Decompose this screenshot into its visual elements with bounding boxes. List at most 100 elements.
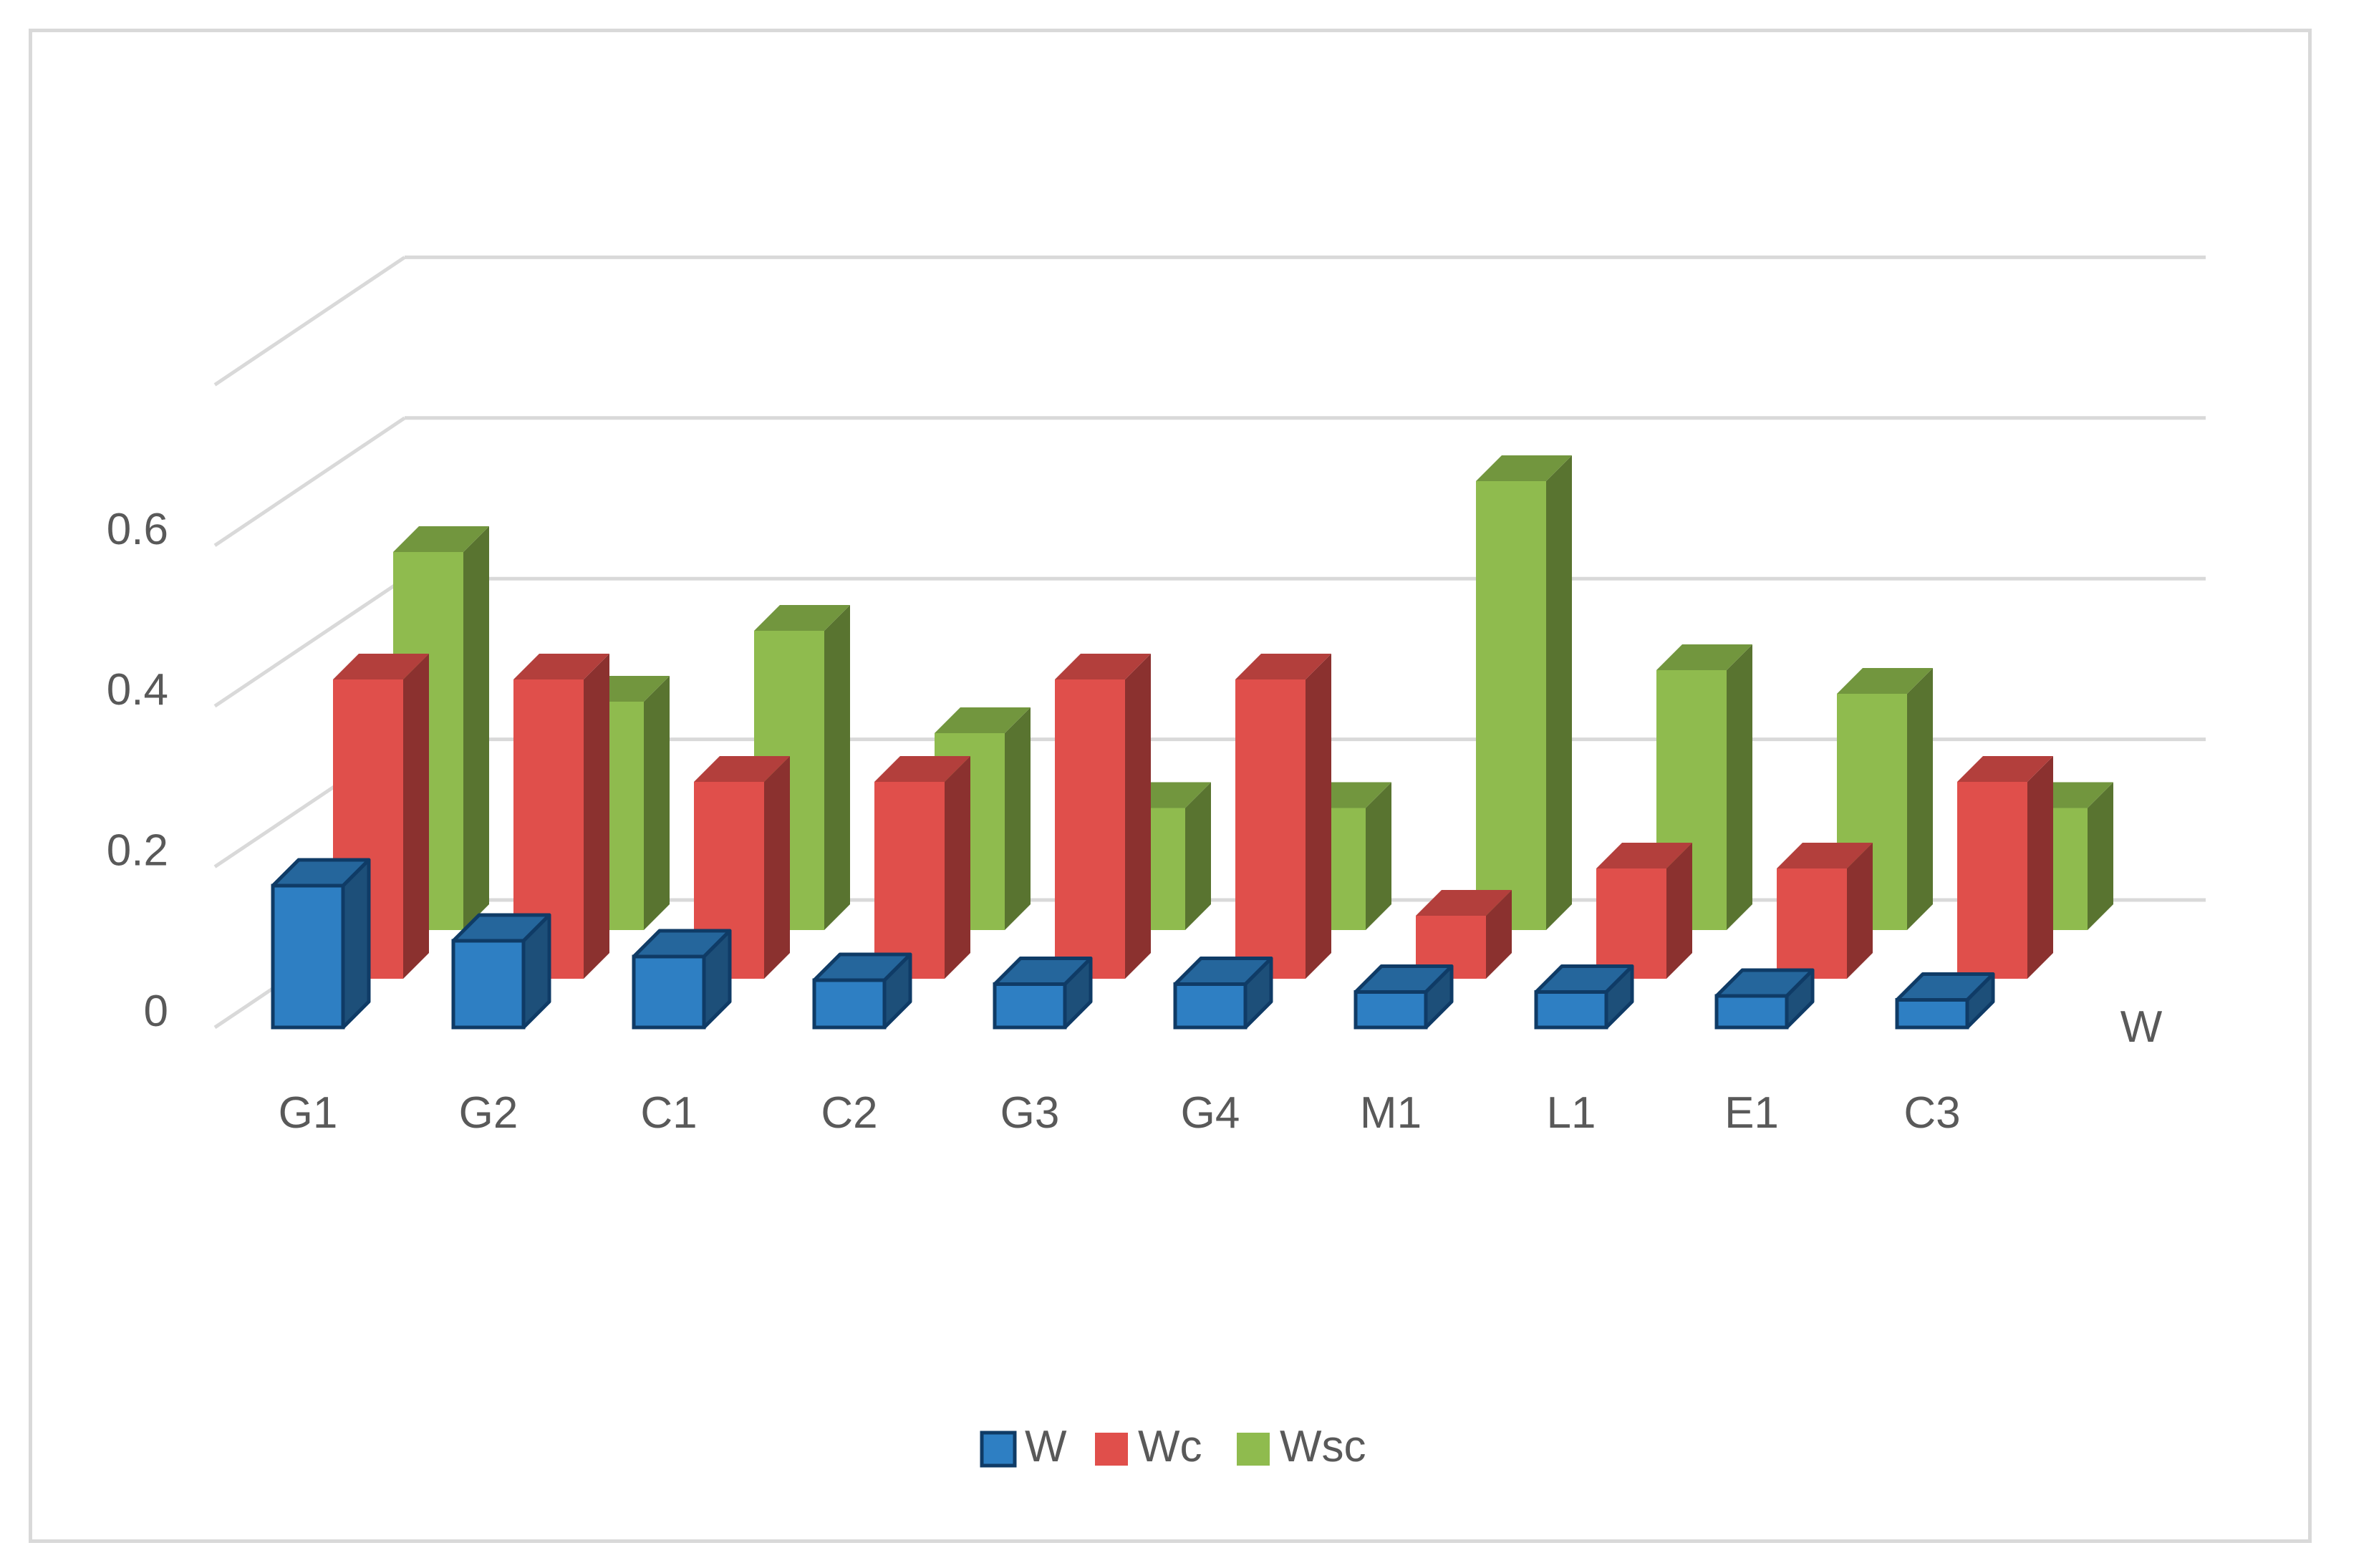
- depth-axis-label: W: [2120, 1002, 2163, 1052]
- x-tick-label: C2: [821, 1088, 877, 1138]
- bar-W-C2: [812, 952, 912, 1030]
- legend-label: W: [1025, 1422, 1067, 1471]
- bar-side: [341, 858, 371, 1030]
- chart-frame: 0 0.2 0.4 0.6 G1 G2 C1 C2 G3 G4 M1 L1 E1 C3 W W Wc Wsc: [29, 29, 2312, 1543]
- legend-item-Wsc: Wsc: [1237, 1422, 1366, 1471]
- x-tick-label: G4: [1181, 1088, 1240, 1138]
- bar-top: [1837, 668, 1933, 694]
- x-tick-label: E1: [1724, 1088, 1779, 1138]
- bar-side: [403, 654, 429, 979]
- bar-face: [632, 954, 706, 1030]
- bar-top: [1596, 843, 1692, 868]
- x-tick-label: L1: [1547, 1088, 1596, 1138]
- bars: [271, 455, 2113, 1030]
- bar-face: [451, 939, 526, 1030]
- gridline-side: [213, 256, 406, 387]
- bar-top: [754, 605, 850, 631]
- bar-Wsc-M1: [1476, 455, 1572, 930]
- bar-side: [824, 605, 850, 930]
- x-tick-label: C1: [640, 1088, 697, 1138]
- bar-W-E1: [1714, 968, 1815, 1030]
- bar-top: [1957, 756, 2053, 782]
- bar-face: [271, 884, 345, 1030]
- gridline-side: [213, 416, 406, 547]
- legend-swatch: [980, 1431, 1017, 1468]
- x-tick-label: G2: [459, 1088, 518, 1138]
- legend-item-W: W: [980, 1422, 1067, 1471]
- bar-side: [1727, 644, 1752, 930]
- bar-Wc-E1: [1777, 843, 1873, 979]
- bar-side: [1185, 782, 1211, 930]
- bar-face: [1173, 982, 1248, 1030]
- y-tick-label: 0.4: [107, 665, 168, 715]
- bar-top: [874, 756, 970, 782]
- bar-face: [1476, 481, 1546, 930]
- bar-W-L1: [1534, 964, 1634, 1030]
- bar-top: [1055, 654, 1151, 679]
- bar-W-C1: [632, 929, 732, 1030]
- bar-top: [1656, 644, 1752, 670]
- y-tick-label: 0: [144, 987, 168, 1036]
- bar-W-M1: [1353, 964, 1454, 1030]
- bar-side: [584, 654, 609, 979]
- y-tick-label: 0.6: [107, 505, 168, 554]
- bar-top: [393, 526, 489, 552]
- bar-side: [764, 756, 790, 979]
- bar-face: [1777, 868, 1847, 979]
- bar-top: [333, 654, 429, 679]
- bar-face: [993, 982, 1067, 1030]
- bar-W-G2: [451, 913, 551, 1030]
- bar-face: [1235, 679, 1306, 979]
- bar-W-G4: [1173, 957, 1273, 1030]
- bar-side: [1125, 654, 1151, 979]
- bar-side: [1005, 707, 1031, 930]
- chart: 0 0.2 0.4 0.6 G1 G2 C1 C2 G3 G4 M1 L1 E1 C3 W W Wc Wsc: [107, 255, 2206, 1471]
- bar-face: [1534, 990, 1608, 1030]
- bar-Wc-L1: [1596, 843, 1692, 979]
- bar-face: [1596, 868, 1666, 979]
- bar-top: [694, 756, 790, 782]
- bar-side: [1666, 843, 1692, 979]
- bar-Wc-C2: [874, 756, 970, 979]
- bar-side: [2027, 756, 2053, 979]
- bar-top: [935, 707, 1031, 733]
- x-tick-label: G1: [279, 1088, 338, 1138]
- bar-face: [1353, 990, 1428, 1030]
- bar-side: [644, 676, 670, 930]
- bar-side: [1486, 890, 1512, 979]
- bar-face: [874, 782, 945, 979]
- bar-side: [463, 526, 489, 930]
- bar-top: [1235, 654, 1331, 679]
- axis-labels: 0 0.2 0.4 0.6 G1 G2 C1 C2 G3 G4 M1 L1 E1 C3 W: [107, 505, 2163, 1138]
- bar-Wc-C3: [1957, 756, 2053, 979]
- bar-face: [1957, 782, 2027, 979]
- bar-W-G1: [271, 858, 371, 1030]
- bar-top: [1777, 843, 1873, 868]
- x-tick-label: G3: [1000, 1088, 1060, 1138]
- bar-top: [1416, 890, 1512, 916]
- x-tick-label: M1: [1360, 1088, 1422, 1138]
- legend-label: Wsc: [1280, 1422, 1366, 1471]
- bar-side: [1907, 668, 1933, 930]
- bar-top: [513, 654, 609, 679]
- legend-item-Wc: Wc: [1095, 1422, 1202, 1471]
- bar-W-G3: [993, 957, 1093, 1030]
- legend: W Wc Wsc: [980, 1422, 1366, 1471]
- bar-top: [1476, 455, 1572, 481]
- bar-Wc-G4: [1235, 654, 1331, 979]
- legend-label: Wc: [1138, 1422, 1202, 1471]
- y-tick-label: 0.2: [107, 826, 168, 876]
- bar-side: [945, 756, 970, 979]
- bar-side: [1546, 455, 1572, 930]
- bar-face: [1714, 994, 1789, 1030]
- bar-face: [1055, 679, 1125, 979]
- bar-W-C3: [1895, 972, 1995, 1030]
- bar-side: [1306, 654, 1331, 979]
- bar-Wc-G3: [1055, 654, 1151, 979]
- bar-side: [1366, 782, 1391, 930]
- legend-swatch: [1095, 1433, 1128, 1466]
- bar-face: [1895, 998, 1969, 1030]
- bar-side: [2088, 782, 2113, 930]
- legend-swatch: [1237, 1433, 1270, 1466]
- bar-side: [1847, 843, 1873, 979]
